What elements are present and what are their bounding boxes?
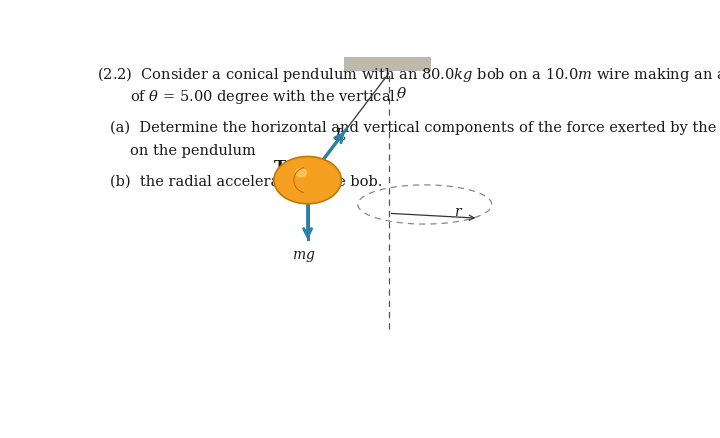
Text: (2.2)  Consider a conical pendulum with an 80.0$kg$ bob on a 10.0$m$ wire making: (2.2) Consider a conical pendulum with a… (97, 64, 720, 83)
Ellipse shape (294, 169, 307, 178)
Text: (b)  the radial acceleration othe bob.: (b) the radial acceleration othe bob. (109, 174, 382, 188)
Text: (a)  Determine the horizontal and vertical components of the force exerted by th: (a) Determine the horizontal and vertica… (109, 120, 720, 134)
Ellipse shape (274, 157, 341, 204)
Text: $mg$: $mg$ (292, 248, 315, 263)
Bar (344, 58, 431, 71)
Text: on the pendulum: on the pendulum (130, 144, 256, 158)
Text: $\theta$: $\theta$ (396, 85, 407, 100)
Text: $r$: $r$ (454, 205, 463, 219)
Text: T: T (274, 159, 286, 176)
Text: $L$: $L$ (334, 126, 346, 144)
Text: of $\theta$ = 5.00 degree with the vertical.: of $\theta$ = 5.00 degree with the verti… (130, 88, 400, 106)
